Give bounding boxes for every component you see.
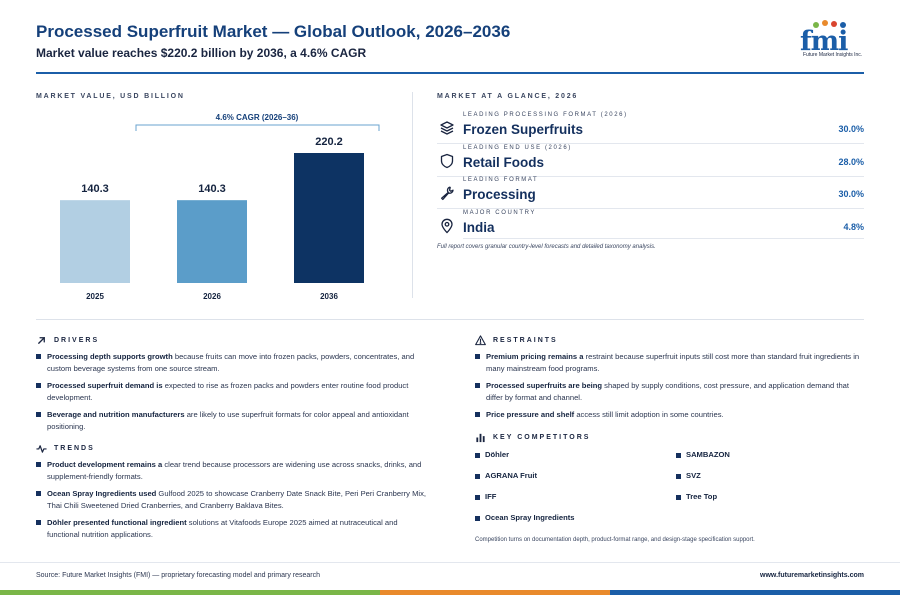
cagr-annotation: 4.6% CAGR (2026–36) [216,113,299,122]
competitors-heading: KEY COMPETITORS [475,432,590,443]
kpi-value: Processing [463,187,536,202]
kpi-end-use: LEADING END USE (2026) Retail Foods 28.0… [437,145,864,177]
kpi-processing-format: LEADING PROCESSING FORMAT (2026) Frozen … [437,112,864,144]
competitor-item: Tree Top [676,492,717,501]
competitor-item: Döhler [475,450,509,459]
kpi-value: India [463,220,495,235]
kpi-percent: 30.0% [838,189,864,199]
bar-value-label: 220.2 [315,136,343,148]
brand-bar-green [0,590,380,595]
page-subtitle: Market value reaches $220.2 billion by 2… [36,46,367,60]
bar-value-label: 140.3 [81,183,109,195]
brand-color-bar [0,590,900,595]
glance-section-label: MARKET AT A GLANCE, 2026 [437,93,579,100]
bar-chart-icon [476,433,485,443]
trends-heading: TRENDS [36,443,95,454]
wrench-icon [440,186,454,201]
competitor-item: SAMBAZON [676,450,730,459]
cagr-bracket [135,124,380,131]
list-item: Döhler presented functional ingredient s… [36,517,428,541]
bar [177,200,247,283]
kpi-format: LEADING FORMAT Processing 30.0% [437,177,864,209]
list-item: Beverage and nutrition manufacturers are… [36,409,428,433]
brand-bar-orange [380,590,610,595]
warning-icon [475,335,486,346]
list-item: Premium pricing remains a restraint beca… [475,351,864,375]
horizontal-divider [36,319,864,320]
trends-label: TRENDS [54,445,95,452]
kpi-value: Frozen Superfruits [463,122,584,137]
drivers-label: DRIVERS [54,337,100,344]
restraints-list: Premium pricing remains a restraint beca… [475,351,864,426]
footer-website-link[interactable]: www.futuremarketinsights.com [760,572,864,579]
trend-line-icon [36,445,47,453]
market-value-bar-chart: 140.3 2025 140.3 2026 220.2 2036 4.6% CAGR (20… [60,113,380,301]
drivers-heading: DRIVERS [36,335,99,346]
kpi-major-country: MAJOR COUNTRY India 4.8% [437,210,864,242]
kpi-label: MAJOR COUNTRY [463,210,537,216]
kpi-percent: 4.8% [843,222,864,232]
competitor-item: AGRANA Fruit [475,471,537,480]
fmi-logo: fmi Future Market Insights Inc. [800,18,866,58]
header-divider [36,72,864,74]
restraints-label: RESTRAINTS [493,337,558,344]
competitor-item: SVZ [676,471,701,480]
logo-subtext: Future Market Insights Inc. [803,52,863,58]
trends-list: Product development remains a clear tren… [36,459,428,546]
chart-section-label: MARKET VALUE, USD BILLION [36,93,185,100]
competitors-label: KEY COMPETITORS [493,434,591,441]
page-title: Processed Superfruit Market — Global Out… [36,22,511,41]
layers-icon [440,121,454,135]
kpi-label: LEADING FORMAT [463,177,539,183]
list-item: Processing depth supports growth because… [36,351,428,375]
logo-wordmark: fmi [800,26,848,57]
list-item: Processed superfruits are being shaped b… [475,380,864,404]
bar [294,153,364,283]
footer-source: Source: Future Market Insights (FMI) — p… [36,572,320,579]
competitor-item: Ocean Spray Ingredients [475,513,574,522]
kpi-percent: 28.0% [838,157,864,167]
footer-divider [0,562,900,563]
bar-value-label: 140.3 [198,183,226,195]
competitor-item: IFF [475,492,496,501]
list-item: Processed superfruit demand is expected … [36,380,428,404]
glance-footnote: Full report covers granular country-leve… [437,244,656,250]
x-tick-label: 2036 [320,292,338,301]
kpi-value: Retail Foods [463,155,545,170]
x-tick-label: 2026 [203,292,221,301]
restraints-heading: RESTRAINTS [475,335,558,346]
kpi-divider [463,238,864,239]
kpi-label: LEADING END USE (2026) [463,145,572,151]
list-item: Ocean Spray Ingredients used Gulfood 202… [36,488,428,512]
kpi-label: LEADING PROCESSING FORMAT (2026) [463,112,628,118]
drivers-list: Processing depth supports growth because… [36,351,428,438]
shield-icon [440,153,454,169]
x-tick-label: 2025 [86,292,104,301]
arrow-up-right-icon [38,337,45,344]
location-pin-icon [441,218,453,234]
list-item: Product development remains a clear tren… [36,459,428,483]
vertical-divider [412,92,413,298]
list-item: Price pressure and shelf access still li… [475,409,864,421]
bar [60,200,130,283]
competitors-footnote: Competition turns on documentation depth… [475,537,755,543]
brand-bar-blue [610,590,900,595]
kpi-percent: 30.0% [838,124,864,134]
